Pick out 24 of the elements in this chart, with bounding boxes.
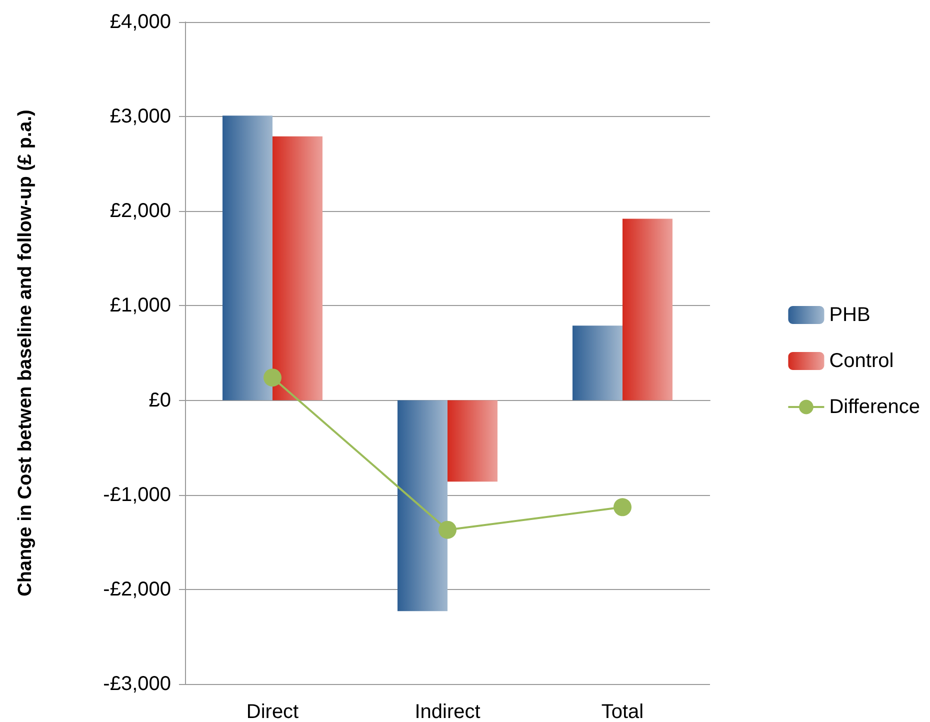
point	[264, 368, 282, 387]
bar	[622, 218, 672, 400]
legend-label: Control	[829, 350, 894, 372]
legend-label: Difference	[829, 396, 920, 418]
y-tick-label: £2,000	[110, 200, 171, 222]
bar	[222, 116, 272, 400]
bar	[572, 326, 622, 400]
y-tick-label: £3,000	[110, 106, 171, 128]
x-tick-label: Indirect	[414, 701, 481, 722]
y-tick-label: -£2,000	[103, 578, 171, 600]
legend-label: PHB	[829, 304, 870, 326]
y-tick-label: £0	[148, 389, 171, 412]
x-tick-label: Total	[601, 701, 644, 722]
bar	[272, 136, 322, 400]
point	[438, 520, 456, 539]
y-axis-title: Change in Cost betwen baseline and follow-up (£ p.a.)	[15, 110, 36, 596]
bar	[398, 400, 448, 612]
x-tick-label: Direct	[246, 701, 300, 722]
y-tick-label: £4,000	[110, 11, 171, 33]
bar	[448, 400, 498, 482]
y-tick-label: £1,000	[110, 294, 171, 317]
point	[614, 498, 632, 516]
y-tick-label: -£3,000	[103, 673, 171, 695]
y-tick-label: -£1,000	[103, 484, 171, 506]
